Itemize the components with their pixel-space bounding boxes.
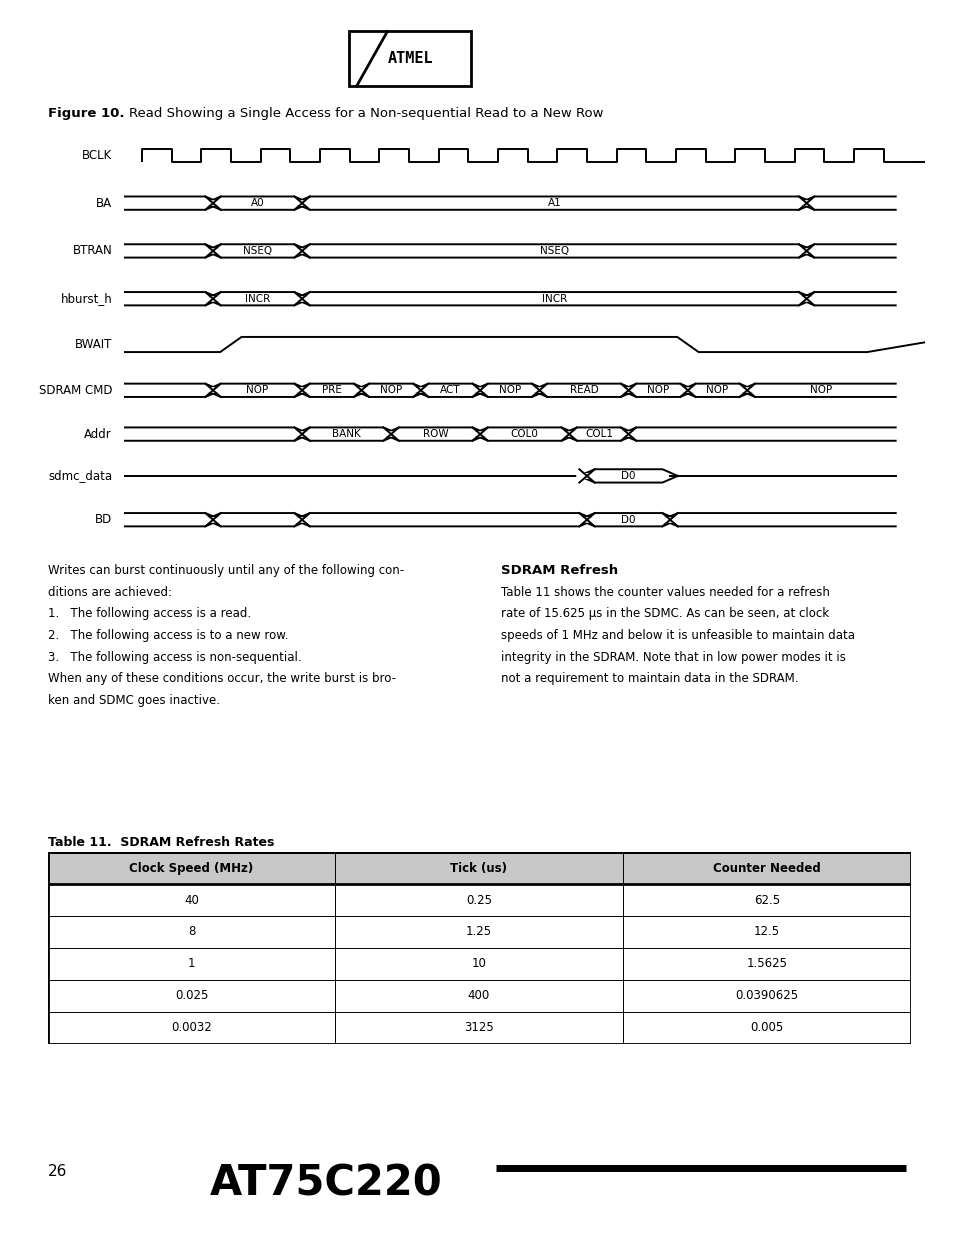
Text: ROW: ROW (422, 429, 448, 440)
Text: rate of 15.625 μs in the SDMC. As can be seen, at clock: rate of 15.625 μs in the SDMC. As can be… (500, 608, 828, 620)
Text: When any of these conditions occur, the write burst is bro-: When any of these conditions occur, the … (48, 672, 395, 685)
Text: NOP: NOP (498, 385, 520, 395)
Text: 40: 40 (184, 893, 198, 906)
Text: COL1: COL1 (584, 429, 612, 440)
Text: Read Showing a Single Access for a Non-sequential Read to a New Row: Read Showing a Single Access for a Non-s… (129, 107, 602, 120)
Text: Addr: Addr (84, 427, 112, 441)
Text: BCLK: BCLK (82, 149, 112, 162)
Text: READ: READ (569, 385, 598, 395)
Text: NOP: NOP (646, 385, 669, 395)
Text: 0.025: 0.025 (174, 989, 208, 1003)
Text: 400: 400 (467, 989, 490, 1003)
Text: Table 11 shows the counter values needed for a refresh: Table 11 shows the counter values needed… (500, 585, 829, 599)
Text: 0.0032: 0.0032 (171, 1021, 212, 1034)
Text: 1.25: 1.25 (465, 925, 492, 939)
Text: 3125: 3125 (463, 1021, 494, 1034)
Text: ATMEL: ATMEL (387, 51, 433, 67)
Text: 1: 1 (188, 957, 195, 971)
Bar (48, 852, 910, 884)
Text: SDRAM Refresh: SDRAM Refresh (500, 564, 618, 577)
Text: 10: 10 (471, 957, 486, 971)
Text: 2.   The following access is to a new row.: 2. The following access is to a new row. (48, 629, 288, 642)
Text: A1: A1 (547, 198, 560, 209)
Text: NSEQ: NSEQ (539, 246, 568, 256)
Text: NOP: NOP (379, 385, 402, 395)
Polygon shape (364, 38, 456, 79)
Text: D0: D0 (620, 471, 635, 480)
Text: speeds of 1 MHz and below it is unfeasible to maintain data: speeds of 1 MHz and below it is unfeasib… (500, 629, 854, 642)
Text: not a requirement to maintain data in the SDRAM.: not a requirement to maintain data in th… (500, 672, 798, 685)
Text: ditions are achieved:: ditions are achieved: (48, 585, 172, 599)
Text: 12.5: 12.5 (753, 925, 780, 939)
Text: NSEQ: NSEQ (243, 246, 272, 256)
Text: ken and SDMC goes inactive.: ken and SDMC goes inactive. (48, 694, 219, 706)
Text: A0: A0 (251, 198, 264, 209)
Text: 1.5625: 1.5625 (745, 957, 786, 971)
Text: NOP: NOP (246, 385, 269, 395)
Text: AT75C220: AT75C220 (210, 1162, 442, 1204)
Text: Clock Speed (MHz): Clock Speed (MHz) (130, 862, 253, 874)
Text: 8: 8 (188, 925, 195, 939)
Text: BTRAN: BTRAN (72, 245, 112, 257)
Text: Counter Needed: Counter Needed (712, 862, 820, 874)
Text: 0.0390625: 0.0390625 (735, 989, 798, 1003)
Text: hburst_h: hburst_h (60, 293, 112, 305)
Text: 1.   The following access is a read.: 1. The following access is a read. (48, 608, 251, 620)
Text: Figure 10.: Figure 10. (48, 107, 124, 120)
Text: NOP: NOP (706, 385, 728, 395)
Text: 26: 26 (48, 1163, 67, 1178)
Text: BWAIT: BWAIT (74, 338, 112, 351)
Text: 62.5: 62.5 (753, 893, 780, 906)
Text: 0.005: 0.005 (749, 1021, 782, 1034)
Text: 3.   The following access is non-sequential.: 3. The following access is non-sequentia… (48, 651, 301, 663)
Text: BANK: BANK (332, 429, 360, 440)
Text: NOP: NOP (809, 385, 832, 395)
Text: sdmc_data: sdmc_data (48, 469, 112, 483)
Text: SDRAM CMD: SDRAM CMD (39, 384, 112, 396)
Text: BA: BA (96, 196, 112, 210)
Text: BD: BD (94, 514, 112, 526)
Text: Tick (us): Tick (us) (450, 862, 507, 874)
Text: COL0: COL0 (510, 429, 538, 440)
Text: integrity in the SDRAM. Note that in low power modes it is: integrity in the SDRAM. Note that in low… (500, 651, 845, 663)
Text: Table 11.  SDRAM Refresh Rates: Table 11. SDRAM Refresh Rates (48, 836, 274, 848)
Text: INCR: INCR (541, 294, 566, 304)
Text: 0.25: 0.25 (465, 893, 492, 906)
Text: PRE: PRE (321, 385, 341, 395)
Text: D0: D0 (620, 515, 635, 525)
Text: ACT: ACT (439, 385, 460, 395)
Text: Writes can burst continuously until any of the following con-: Writes can burst continuously until any … (48, 564, 403, 577)
Text: INCR: INCR (245, 294, 270, 304)
